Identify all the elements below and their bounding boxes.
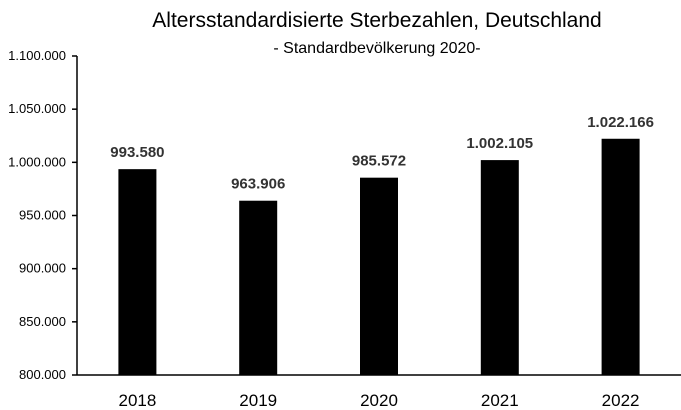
y-tick-label: 950.000 [19,208,66,223]
y-tick-label: 1.000.000 [8,154,66,169]
y-tick-label: 850.000 [19,314,66,329]
data-label-2022: 1.022.166 [587,114,654,131]
y-tick-label: 1.100.000 [8,48,66,63]
bar-2020 [360,177,398,375]
x-tick-label-2019: 2019 [239,391,277,410]
bar-2021 [480,160,519,375]
y-tick-label: 1.050.000 [8,101,66,116]
x-ticks: 2018 2019 2020 2021 2022 [118,391,639,410]
bar-2022 [601,138,640,375]
chart-title: Altersstandardisierte Sterbezahlen, Deut… [152,9,601,32]
bar-2019 [239,200,278,375]
y-tick-label: 800.000 [19,367,66,382]
chart-subtitle: - Standardbevölkerung 2020- [273,40,480,57]
data-label-2019: 963.906 [231,176,285,193]
x-tick-label-2020: 2020 [360,391,398,410]
data-label-2018: 993.580 [110,144,164,161]
data-label-2020: 985.572 [352,153,406,170]
bar-2018 [118,169,157,375]
y-ticks: 800.000 850.000 900.000 950.000 1.000.000 1.0… [8,48,77,382]
y-tick-label: 900.000 [19,261,66,276]
x-tick-label-2022: 2022 [602,391,640,410]
data-labels: 993.580 963.906 985.572 1.002.105 1.022.166 [110,114,654,193]
x-tick-label-2021: 2021 [481,391,519,410]
bars [118,138,640,375]
x-tick-label-2018: 2018 [118,391,156,410]
data-label-2021: 1.002.105 [466,135,533,152]
